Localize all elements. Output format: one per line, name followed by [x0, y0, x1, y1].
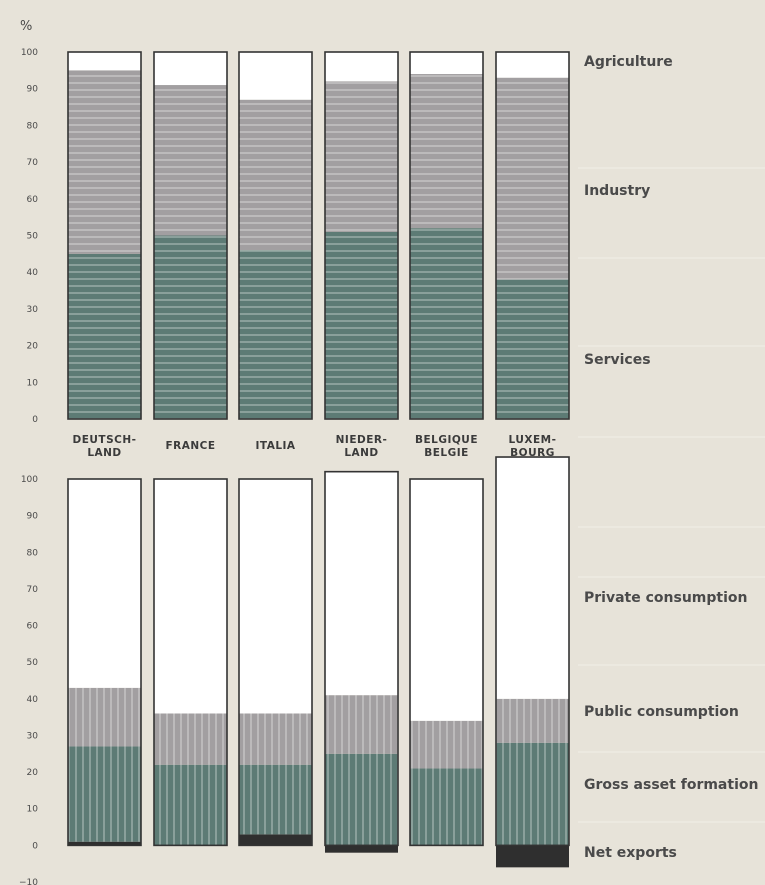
bar-segment-services-texture — [496, 279, 569, 419]
bar-segment-net-exports — [496, 845, 569, 868]
bar-segment-gross-asset-formation-texture — [68, 746, 141, 842]
bar-outline — [324, 51, 399, 420]
y-tick-label: 0 — [32, 415, 38, 425]
category-label: ITALIA — [255, 440, 295, 452]
bar-segment-public-consumption-texture — [496, 698, 569, 743]
bar-segment-private-consumption — [239, 479, 312, 714]
y-tick-label: 30 — [27, 731, 39, 741]
category-label: LUXEM- — [509, 434, 557, 446]
bar-segment-industry-texture — [239, 99, 312, 251]
y-tick-label: 90 — [27, 512, 39, 522]
bar-segment-agriculture — [68, 52, 141, 71]
bar-segment-public-consumption-texture — [154, 713, 227, 765]
bar-segment-private-consumption — [154, 479, 227, 714]
y-axis-unit-label: % — [20, 19, 32, 34]
bar-segment-private-consumption — [325, 471, 398, 696]
y-tick-label: −10 — [19, 878, 38, 885]
bar-outline — [324, 470, 399, 847]
bar-segment-gross-asset-formation-texture — [325, 753, 398, 846]
bar-segment-industry-texture — [410, 74, 483, 229]
bar-segment-public-consumption-texture — [68, 687, 141, 747]
bar-segment-agriculture — [496, 52, 569, 78]
bar-segment-private-consumption — [410, 479, 483, 721]
legend-label-net-exports: Net exports — [584, 845, 677, 861]
bar-segment-agriculture — [325, 52, 398, 82]
bar-segment-public-consumption-texture — [325, 695, 398, 754]
y-tick-label: 40 — [27, 695, 39, 705]
bar-segment-public-consumption-texture — [410, 720, 483, 769]
bar-segment-private-consumption — [68, 479, 141, 688]
bar-segment-industry-texture — [325, 81, 398, 232]
y-tick-label: 80 — [27, 548, 39, 558]
bar-outline — [67, 51, 142, 420]
y-tick-label: 10 — [27, 805, 39, 815]
y-tick-label: 60 — [27, 622, 39, 632]
y-tick-label: 80 — [27, 121, 39, 131]
category-label: BOURG — [510, 447, 555, 459]
y-tick-label: 70 — [27, 585, 39, 595]
legend-label-public-consumption: Public consumption — [584, 704, 739, 720]
y-tick-label: 20 — [27, 342, 39, 352]
legend-label-agriculture: Agriculture — [584, 54, 673, 70]
legend-label-services: Services — [584, 352, 651, 368]
category-label: LAND — [87, 447, 121, 459]
y-tick-label: 50 — [27, 232, 39, 242]
category-label: FRANCE — [165, 440, 215, 452]
y-tick-label: 90 — [27, 85, 39, 95]
bar-segment-industry-texture — [154, 85, 227, 236]
bar-segment-industry-texture — [496, 77, 569, 280]
bar-segment-net-exports — [325, 845, 398, 853]
bar-segment-agriculture — [154, 52, 227, 86]
bar-segment-services-texture — [325, 231, 398, 419]
category-label: BELGIQUE — [415, 434, 478, 446]
y-tick-label: 100 — [21, 48, 38, 58]
legend-label-gross-asset-formation: Gross asset formation — [584, 777, 758, 793]
bar-segment-net-exports — [68, 841, 141, 846]
legend-label-industry: Industry — [584, 183, 650, 199]
bar-segment-services-texture — [154, 235, 227, 419]
category-label: BELGIE — [424, 447, 469, 459]
y-tick-label: 30 — [27, 305, 39, 315]
bar-segment-services-texture — [410, 228, 483, 419]
bar-outline — [67, 478, 142, 847]
bar-outline — [495, 51, 570, 420]
y-tick-label: 40 — [27, 268, 39, 278]
bar-segment-services-texture — [68, 253, 141, 419]
bar-segment-net-exports — [239, 834, 312, 846]
bar-segment-services-texture — [239, 250, 312, 419]
legend-label-private-consumption: Private consumption — [584, 590, 747, 606]
y-tick-label: 20 — [27, 768, 39, 778]
bar-segment-agriculture — [410, 52, 483, 75]
bar-outline — [409, 478, 484, 847]
bar-outline — [409, 51, 484, 420]
bar-segment-agriculture — [239, 52, 312, 100]
bar-segment-gross-asset-formation-texture — [154, 764, 227, 846]
bar-outline — [238, 478, 313, 847]
bar-segment-gross-asset-formation-texture — [496, 742, 569, 846]
category-label: LAND — [344, 447, 378, 459]
category-label: DEUTSCH- — [73, 434, 137, 446]
y-tick-label: 60 — [27, 195, 39, 205]
y-tick-label: 0 — [32, 841, 38, 851]
bar-outline — [238, 51, 313, 420]
bar-segment-gross-asset-formation-texture — [239, 764, 312, 835]
y-tick-label: 10 — [27, 378, 39, 388]
bar-segment-private-consumption — [496, 457, 569, 699]
y-tick-label: 70 — [27, 158, 39, 168]
bar-segment-gross-asset-formation-texture — [410, 768, 483, 846]
bar-outline — [153, 51, 228, 420]
y-tick-label: 50 — [27, 658, 39, 668]
category-label: NIEDER- — [336, 434, 388, 446]
bar-segment-public-consumption-texture — [239, 713, 312, 765]
y-tick-label: 100 — [21, 475, 38, 485]
bar-outline — [153, 478, 228, 847]
bar-segment-industry-texture — [68, 70, 141, 254]
bar-outline — [495, 456, 570, 847]
